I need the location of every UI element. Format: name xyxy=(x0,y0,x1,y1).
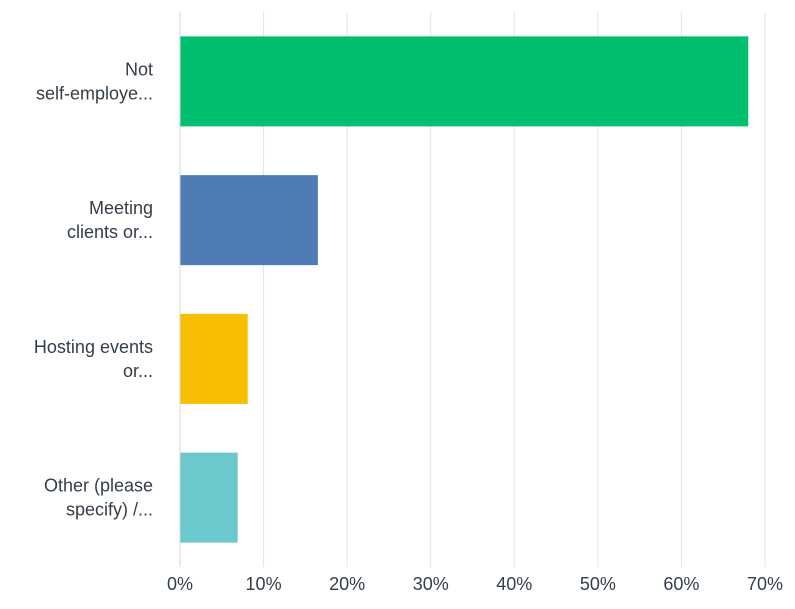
x-tick-label: 50% xyxy=(580,574,616,594)
category-label: Meeting clients or... xyxy=(67,198,153,242)
bar xyxy=(180,452,238,543)
category-label: Other (please specify) /... xyxy=(44,476,153,520)
category-label-line: clients or... xyxy=(67,222,153,242)
category-label-line: self-employe... xyxy=(36,83,153,103)
category-label-line: Not xyxy=(125,59,153,79)
x-tick-label: 60% xyxy=(663,574,699,594)
category-label-line: Hosting events xyxy=(34,337,153,357)
x-tick-label: 20% xyxy=(329,574,365,594)
x-tick-label: 0% xyxy=(167,574,193,594)
bars xyxy=(180,36,749,543)
category-label: Not self-employe... xyxy=(36,59,153,103)
x-tick-label: 70% xyxy=(747,574,783,594)
bar xyxy=(180,313,248,404)
bar xyxy=(180,36,749,127)
x-tick-label: 30% xyxy=(413,574,449,594)
category-label-line: Meeting xyxy=(89,198,153,218)
bar xyxy=(180,175,318,266)
category-labels: Not self-employe... Meeting clients or... Ho… xyxy=(34,59,153,519)
x-tick-label: 40% xyxy=(496,574,532,594)
category-label: Hosting events or... xyxy=(34,337,153,381)
x-tick-label: 10% xyxy=(246,574,282,594)
x-tick-labels: 0% 10% 20% 30% 40% 50% 60% 70% xyxy=(167,574,783,594)
category-label-line: or... xyxy=(123,361,153,381)
category-label-line: specify) /... xyxy=(66,500,153,520)
category-label-line: Other (please xyxy=(44,476,153,496)
